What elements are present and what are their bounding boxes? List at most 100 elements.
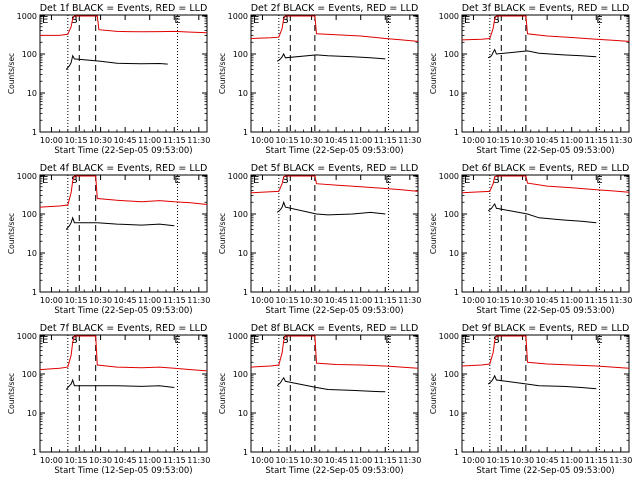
x-axis-label: Start Time (22-Sep-05 09:53:00) [265,306,403,316]
x-tick-label: 11:15 [585,136,608,145]
y-tick-label: 1 [454,448,459,457]
x-tick-label: 11:00 [138,136,161,145]
x-tick-label: 10:15 [64,456,87,465]
x-tick-label: 10:15 [275,296,298,305]
interval-marker-s: S [282,335,288,346]
y-tick-label: 100 [233,50,248,59]
y-axis-label: Counts/sec [429,53,438,94]
plot-frame [461,334,630,453]
interval-marker-start-e: E [253,15,259,26]
x-tick-label: 10:30 [89,296,112,305]
y-tick-label: 1000 [228,172,248,181]
x-tick-label: 10:15 [486,456,509,465]
panel-title: Det 4f BLACK = Events, RED = LLD [40,163,208,174]
plot-frame [39,334,208,453]
x-tick-label: 10:00 [462,456,485,465]
plot-frame [250,14,419,133]
y-axis: 1 10 100 1000 [17,12,207,137]
x-tick-label: 11:00 [349,136,372,145]
x-axis: 10:00 10:15 10:30 10:45 11:00 11:15 11:30 [462,15,632,145]
x-tick-label: 10:30 [511,296,534,305]
x-tick-label: 10:45 [325,456,348,465]
y-tick-label: 1 [243,128,248,137]
y-tick-label: 1 [454,288,459,297]
y-tick-label: 1000 [228,12,248,21]
panel-title: Det 1f BLACK = Events, RED = LLD [40,3,208,14]
y-tick-label: 100 [444,210,459,219]
interval-marker-end-e: E [596,15,602,26]
interval-marker-end-e: E [385,15,391,26]
x-tick-label: 10:45 [536,296,559,305]
x-tick-label: 10:45 [325,296,348,305]
x-axis-label: Start Time (22-Sep-05 09:53:00) [54,146,192,156]
y-tick-label: 1 [32,128,37,137]
x-tick-label: 10:30 [300,136,323,145]
y-tick-label: 1 [243,448,248,457]
x-tick-label: 10:00 [462,296,485,305]
interval-marker-end-e: E [596,175,602,186]
y-tick-label: 1 [32,288,37,297]
y-axis-label: Counts/sec [218,213,227,254]
panel-title: Det 6f BLACK = Events, RED = LLD [462,163,630,174]
detector-panel-6: Det 6f BLACK = Events, RED = LLD11010010… [429,163,632,316]
detector-panel-4: Det 4f BLACK = Events, RED = LLD11010010… [7,163,210,316]
x-tick-label: 10:00 [251,136,274,145]
lld-series-line [250,175,419,194]
interval-marker-end-e: E [174,15,180,26]
x-tick-label: 11:30 [187,456,210,465]
x-tick-label: 10:15 [64,296,87,305]
events-series-line [487,374,597,390]
y-tick-label: 1000 [17,172,37,181]
x-tick-label: 11:00 [560,136,583,145]
interval-marker-s: S [282,175,288,186]
interval-marker-s: S [71,335,77,346]
y-tick-label: 1 [454,128,459,137]
x-tick-label: 11:15 [374,296,397,305]
panel-title: Det 5f BLACK = Events, RED = LLD [251,163,419,174]
y-axis: 1 10 100 1000 [228,172,418,297]
interval-marker-s: S [282,15,288,26]
detector-panel-5: Det 5f BLACK = Events, RED = LLD11010010… [218,163,421,316]
y-tick-label: 10 [27,409,37,418]
y-tick-label: 100 [444,50,459,59]
x-tick-label: 10:00 [462,136,485,145]
x-tick-label: 10:45 [114,296,137,305]
x-tick-label: 11:15 [163,456,186,465]
x-tick-label: 11:00 [349,456,372,465]
events-series-line [65,216,175,230]
x-tick-label: 11:30 [398,456,421,465]
y-tick-label: 1000 [439,12,459,21]
interval-marker-start-e: E [42,15,48,26]
y-tick-label: 10 [27,89,37,98]
y-axis-label: Counts/sec [7,373,16,414]
detector-panel-2: Det 2f BLACK = Events, RED = LLD 1 10 100 10… [218,3,421,156]
lld-series-line [250,335,419,369]
interval-marker-start-e: E [464,15,470,26]
y-axis: 1 10 100 1000 [228,12,418,137]
x-tick-label: 10:15 [64,136,87,145]
lld-series-line [461,175,630,194]
interval-marker-start-e: E [42,175,48,186]
y-axis-label: Counts/sec [429,213,438,254]
panel-title: Det 2f BLACK = Events, RED = LLD [251,3,419,14]
x-tick-label: 11:30 [398,296,421,305]
y-axis: 1 10 100 1000 [17,172,207,297]
x-tick-label: 10:30 [89,456,112,465]
x-axis-label: Start Time (22-Sep-05 09:53:00) [476,466,614,476]
y-tick-label: 1000 [17,12,37,21]
x-tick-label: 10:00 [40,456,63,465]
lld-series-line [39,335,208,372]
x-tick-label: 10:00 [40,296,63,305]
interval-marker-s: S [71,15,77,26]
x-tick-label: 10:45 [114,136,137,145]
events-series-line [276,376,386,393]
x-tick-label: 10:30 [89,136,112,145]
plot-frame [250,174,419,293]
x-axis: 10:00 10:15 10:30 10:45 11:00 11:15 11:30 [40,175,210,305]
interval-marker-start-e: E [253,175,259,186]
lld-series-line [461,15,630,42]
detector-panel-3: Det 3f BLACK = Events, RED = LLD11010010… [429,3,632,156]
panel-title: Det 7f BLACK = Events, RED = LLD [40,323,208,334]
plot-frame [461,14,630,133]
x-tick-label: 10:00 [251,296,274,305]
